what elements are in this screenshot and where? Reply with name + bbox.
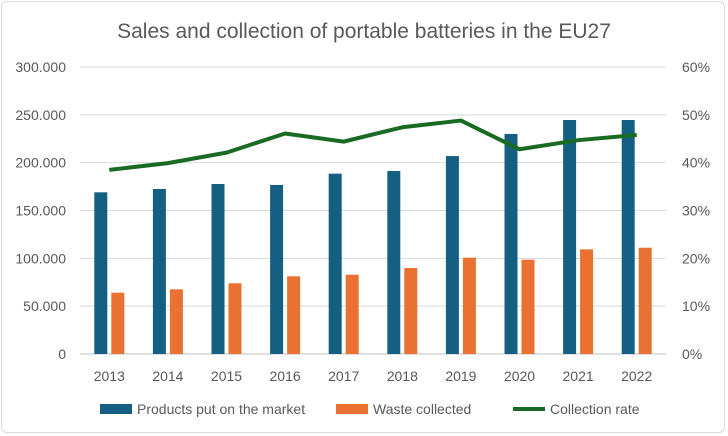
legend-swatch <box>100 404 132 414</box>
left-tick-label: 50.000 <box>23 298 66 314</box>
right-tick-label: 50% <box>682 107 710 123</box>
x-tick-label: 2022 <box>621 368 652 384</box>
right-tick-label: 30% <box>682 203 710 219</box>
right-tick-label: 0% <box>682 346 702 362</box>
bar-waste-collected <box>228 283 242 354</box>
left-tick-label: 300.000 <box>15 59 66 75</box>
x-tick-label: 2020 <box>504 368 535 384</box>
x-tick-label: 2015 <box>211 368 242 384</box>
right-tick-label: 60% <box>682 59 710 75</box>
bar-products-put-on-the-market <box>563 119 577 355</box>
bar-waste-collected <box>462 257 476 354</box>
bar-products-put-on-the-market <box>445 156 459 354</box>
legend-label: Collection rate <box>550 401 640 417</box>
x-tick-label: 2016 <box>270 368 301 384</box>
bar-products-put-on-the-market <box>270 184 284 354</box>
bar-products-put-on-the-market <box>328 173 342 354</box>
legend-label: Waste collected <box>373 401 471 417</box>
x-tick-label: 2017 <box>328 368 359 384</box>
right-tick-label: 20% <box>682 250 710 266</box>
left-tick-label: 200.000 <box>15 155 66 171</box>
bar-products-put-on-the-market <box>387 170 401 354</box>
bar-products-put-on-the-market <box>94 192 108 354</box>
bar-products-put-on-the-market <box>621 119 635 355</box>
right-tick-label: 10% <box>682 298 710 314</box>
collection-rate-line <box>109 118 637 172</box>
right-tick-label: 40% <box>682 155 710 171</box>
left-tick-label: 150.000 <box>15 203 66 219</box>
bar-waste-collected <box>638 247 652 354</box>
legend-label: Products put on the market <box>137 401 305 417</box>
x-tick-label: 2013 <box>94 368 125 384</box>
left-tick-label: 0 <box>58 346 66 362</box>
chart-title: Sales and collection of portable batteri… <box>117 20 611 43</box>
x-tick-label: 2014 <box>152 368 183 384</box>
bar-waste-collected <box>345 274 359 354</box>
bar-waste-collected <box>111 292 125 354</box>
bar-waste-collected <box>580 249 594 354</box>
legend-swatch <box>336 404 368 414</box>
bar-products-put-on-the-market <box>504 133 518 354</box>
bar-products-put-on-the-market <box>152 188 166 354</box>
bar-waste-collected <box>169 289 183 354</box>
bar-products-put-on-the-market <box>211 184 225 354</box>
bar-waste-collected <box>521 259 535 354</box>
bar-waste-collected <box>287 276 301 354</box>
bar-waste-collected <box>404 267 418 354</box>
x-tick-label: 2019 <box>445 368 476 384</box>
x-tick-label: 2018 <box>387 368 418 384</box>
left-tick-label: 100.000 <box>15 250 66 266</box>
x-tick-label: 2021 <box>563 368 594 384</box>
left-tick-label: 250.000 <box>15 107 66 123</box>
